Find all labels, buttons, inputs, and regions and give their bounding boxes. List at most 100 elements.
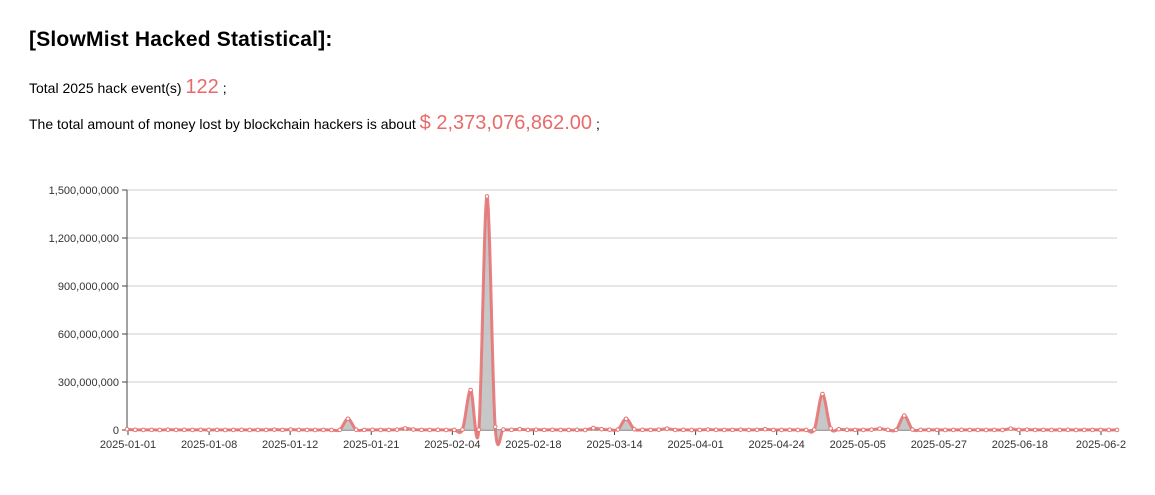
data-point	[533, 427, 539, 432]
data-point	[885, 427, 891, 433]
data-point	[705, 427, 711, 432]
data-point	[419, 427, 424, 433]
data-point	[1073, 427, 1079, 433]
data-point	[721, 427, 727, 433]
data-point	[271, 427, 277, 432]
x-tick-label: 2025-06-2	[1076, 439, 1126, 451]
data-point	[255, 427, 261, 433]
data-point	[713, 427, 719, 433]
data-point	[967, 427, 973, 433]
data-point	[1008, 426, 1013, 432]
data-point	[648, 427, 653, 433]
data-point	[582, 427, 588, 433]
data-point	[263, 427, 269, 433]
data-point	[206, 427, 212, 433]
data-point	[427, 427, 433, 433]
data-point	[811, 427, 817, 432]
data-point	[190, 427, 195, 433]
data-point	[132, 427, 138, 433]
y-tick-label: 900,000,000	[58, 281, 119, 293]
data-point	[386, 427, 392, 433]
data-point	[615, 427, 621, 432]
data-point	[402, 426, 408, 431]
data-point	[844, 427, 850, 433]
data-point	[541, 427, 547, 433]
series-line	[126, 194, 1118, 447]
money-lost-label: The total amount of money lost by blockc…	[29, 116, 416, 132]
data-point	[697, 427, 703, 433]
x-tick-label: 2025-03-14	[586, 439, 642, 451]
data-point	[173, 427, 179, 433]
data-point	[353, 427, 359, 432]
data-point	[861, 427, 866, 433]
data-point	[1041, 427, 1046, 433]
data-point	[411, 427, 416, 432]
series-area	[127, 196, 1117, 445]
data-point	[762, 426, 768, 432]
page-title: [SlowMist Hacked Statistical]:	[29, 28, 333, 51]
data-point	[558, 427, 563, 433]
data-point	[378, 427, 383, 433]
data-point	[149, 427, 154, 433]
data-point	[1057, 427, 1063, 433]
data-point	[1032, 427, 1038, 433]
data-point	[836, 426, 842, 432]
data-point	[623, 416, 629, 422]
data-point	[820, 391, 825, 397]
x-tick-label: 2025-02-18	[505, 439, 561, 451]
data-point	[468, 387, 473, 393]
data-point	[1000, 427, 1005, 433]
data-point	[607, 427, 613, 432]
x-tick-label: 2025-05-27	[911, 439, 967, 451]
data-point	[198, 427, 203, 433]
data-point	[934, 427, 940, 433]
y-tick-label: 0	[113, 425, 119, 437]
data-point	[451, 427, 457, 433]
data-point	[631, 426, 637, 432]
x-tick-label: 2025-06-18	[992, 439, 1048, 451]
data-point	[910, 427, 915, 432]
data-point	[951, 427, 956, 433]
data-point	[730, 427, 735, 433]
data-point	[141, 427, 146, 433]
data-point	[1024, 427, 1030, 432]
data-point	[591, 425, 596, 431]
hack-events-label: Total 2025 hack event(s)	[29, 80, 182, 96]
data-point	[771, 427, 776, 433]
data-point	[312, 427, 318, 433]
x-tick-label: 2025-01-21	[343, 439, 399, 451]
data-point	[828, 426, 833, 431]
data-point	[296, 427, 302, 433]
data-point	[640, 427, 645, 433]
data-point	[574, 427, 580, 433]
data-point	[157, 427, 163, 433]
data-point	[877, 426, 883, 432]
data-point	[746, 427, 752, 433]
hack-events-count: 122	[185, 76, 219, 98]
x-tick-label: 2025-05-05	[830, 439, 886, 451]
x-tick-label: 2025-04-24	[749, 439, 805, 451]
data-point	[345, 416, 351, 422]
data-point	[304, 427, 310, 433]
x-tick-label: 2025-01-08	[181, 439, 237, 451]
y-tick-label: 1,200,000,000	[49, 233, 119, 245]
data-point	[435, 427, 441, 433]
data-point	[1081, 427, 1087, 433]
data-point	[975, 427, 981, 433]
data-point	[329, 427, 334, 433]
data-point	[983, 427, 989, 433]
data-point	[795, 427, 801, 433]
data-point	[443, 427, 449, 433]
y-tick-label: 600,000,000	[58, 329, 119, 341]
data-point	[1098, 427, 1103, 433]
data-point	[525, 427, 531, 433]
data-point	[181, 427, 187, 433]
data-point	[509, 427, 514, 433]
data-point	[222, 427, 228, 433]
data-point	[869, 427, 874, 432]
data-point	[738, 427, 743, 432]
data-point	[501, 427, 506, 432]
data-point	[1049, 427, 1054, 433]
data-point	[672, 427, 678, 433]
